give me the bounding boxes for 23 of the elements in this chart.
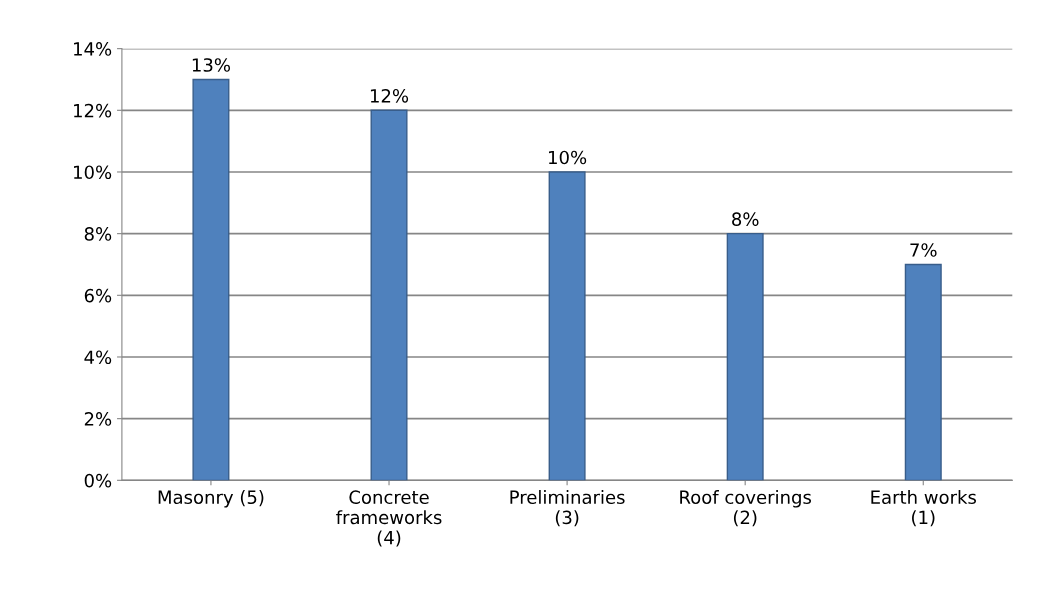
bar <box>726 232 764 481</box>
data-label: 12% <box>370 88 409 103</box>
y-tick-label: 12% <box>74 103 112 118</box>
y-tick-label: 0% <box>84 473 112 488</box>
y-tick-label: 10% <box>74 165 112 180</box>
data-label: 10% <box>549 150 587 165</box>
bar <box>904 263 942 481</box>
y-tick-label: 4% <box>84 350 112 365</box>
y-tick-label: 14% <box>74 42 112 56</box>
y-tick-label: 2% <box>84 412 112 426</box>
bar <box>548 171 586 481</box>
bar <box>192 78 230 481</box>
x-tick-label: Masonry (5) <box>158 490 264 508</box>
x-tick-label: Preliminaries (3) <box>510 490 625 527</box>
data-label: 7% <box>910 243 937 257</box>
data-label: 8% <box>732 212 759 226</box>
y-tick-label: 6% <box>84 288 112 303</box>
data-label: 13% <box>192 58 231 72</box>
bar <box>370 109 408 481</box>
y-tick-label: 8% <box>84 227 112 241</box>
x-tick-label: Earth works (1) <box>871 490 977 527</box>
x-tick-label: Concrete frameworks (4) <box>336 490 442 547</box>
x-tick-label: Roof coverings (2) <box>680 490 812 527</box>
